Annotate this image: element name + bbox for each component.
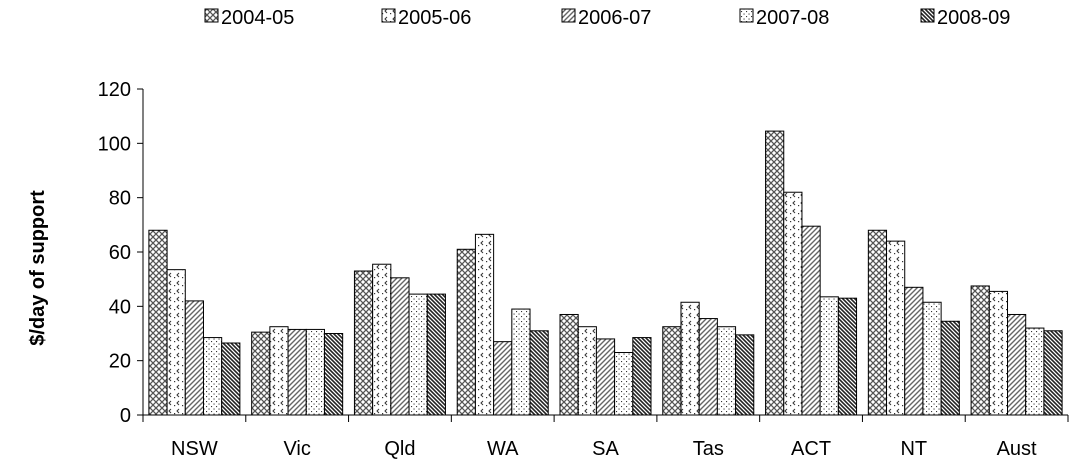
- bar-2005-06-WA: [474, 233, 495, 416]
- x-tick-label: Vic: [283, 438, 310, 460]
- legend-label: 2007-08: [756, 7, 829, 29]
- bar-2005-06-Qld: [372, 263, 392, 416]
- bar-2005-06-Tas: [680, 301, 700, 416]
- bar-2008-09-ACT: [837, 297, 858, 416]
- x-tick-label: Aust: [997, 438, 1037, 460]
- legend-label: 2004-05: [221, 7, 294, 29]
- legend-swatch: [920, 8, 935, 23]
- legend-label: 2008-09: [937, 7, 1010, 29]
- bar-2008-09-NT: [940, 320, 960, 416]
- x-tick-label: SA: [592, 438, 619, 460]
- bar-2008-09-WA: [529, 330, 549, 416]
- bar-2008-09-Vic: [323, 333, 344, 416]
- bar-2007-08-NT: [922, 301, 942, 416]
- x-tick-label: Tas: [693, 438, 724, 460]
- bar-2006-07-NT: [904, 286, 924, 416]
- bar-2006-07-WA: [493, 341, 513, 416]
- bar-2006-07-ACT: [801, 225, 821, 416]
- bar-2007-08-Vic: [305, 328, 325, 416]
- legend-swatch: [204, 8, 219, 23]
- bar-2007-08-ACT: [819, 296, 839, 416]
- x-tick-label: ACT: [791, 438, 831, 460]
- x-tick-label: NT: [900, 438, 927, 460]
- bar-2004-05-Vic: [251, 331, 271, 416]
- bar-2005-06-NT: [886, 240, 906, 416]
- y-tick-label: 80: [109, 188, 131, 210]
- bar-2005-06-SA: [577, 326, 597, 416]
- bar-2004-05-NT: [867, 229, 888, 416]
- legend: 2004-05 2005-06 2006-07 2007-08 2008-09: [204, 7, 1010, 29]
- bar-2005-06-Aust: [988, 290, 1009, 416]
- bar-2004-05-ACT: [765, 130, 785, 416]
- bar-2008-09-SA: [632, 337, 652, 416]
- y-axis-label: $/day of support: [27, 190, 49, 346]
- bar-2006-07-NSW: [184, 300, 204, 416]
- bar-2006-07-Tas: [698, 318, 718, 416]
- y-tick-label: 0: [120, 405, 131, 427]
- bars: [148, 130, 1063, 416]
- bar-2008-09-Qld: [426, 293, 446, 416]
- y-tick-label: 20: [109, 351, 131, 373]
- bar-2007-08-Qld: [408, 293, 428, 416]
- bar-2004-05-Tas: [662, 326, 682, 416]
- legend-swatch: [739, 8, 754, 23]
- bar-2007-08-WA: [511, 308, 531, 416]
- legend-label: 2006-07: [578, 7, 651, 29]
- legend-swatch: [561, 8, 576, 23]
- bar-2004-05-WA: [456, 248, 476, 416]
- legend-swatch: [381, 8, 396, 23]
- y-axis: 0 20 40 60 80 100 120: [98, 79, 144, 427]
- y-tick-label: 40: [109, 296, 131, 318]
- bar-2004-05-Aust: [970, 285, 990, 416]
- bar-2004-05-Qld: [353, 270, 374, 416]
- bar-2007-08-Aust: [1025, 327, 1045, 416]
- bar-2006-07-Aust: [1007, 313, 1027, 416]
- bar-2008-09-Tas: [735, 334, 755, 416]
- bar-2006-07-Vic: [287, 328, 307, 416]
- x-axis: NSW Vic Qld WA SA Tas ACT NT Aust: [142, 414, 1069, 460]
- x-tick-label: Qld: [384, 438, 415, 460]
- bar-2007-08-SA: [614, 352, 634, 416]
- x-tick-label: WA: [487, 438, 519, 460]
- bar-2005-06-NSW: [166, 269, 186, 416]
- bar-2004-05-SA: [559, 313, 579, 416]
- bar-2005-06-ACT: [783, 191, 803, 416]
- x-tick-label: NSW: [171, 438, 218, 460]
- legend-label: 2005-06: [398, 7, 471, 29]
- bar-2005-06-Vic: [269, 326, 289, 416]
- y-tick-label: 100: [98, 133, 131, 155]
- bar-2007-08-NSW: [202, 337, 223, 416]
- bar-2006-07-Qld: [390, 277, 410, 416]
- bar-2008-09-NSW: [221, 342, 241, 416]
- bar-2004-05-NSW: [148, 229, 168, 416]
- bar-2006-07-SA: [595, 338, 616, 416]
- y-tick-label: 60: [109, 242, 131, 264]
- y-tick-label: 120: [98, 79, 131, 101]
- bar-2008-09-Aust: [1043, 330, 1063, 416]
- bar-2007-08-Tas: [716, 326, 737, 416]
